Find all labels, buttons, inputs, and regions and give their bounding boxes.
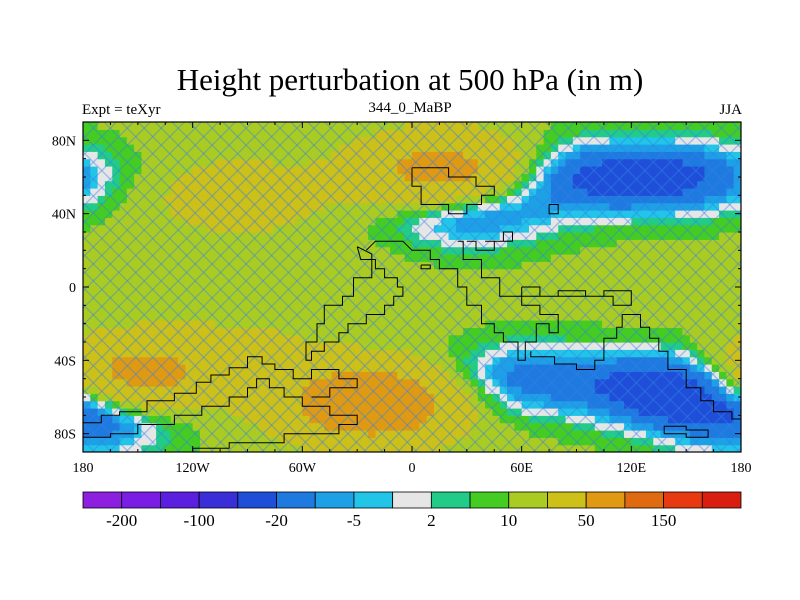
- colorbar-label: -5: [347, 511, 361, 530]
- colorbar-swatch: [160, 491, 200, 509]
- y-tick-label: 40N: [52, 208, 76, 223]
- colorbar-label: 150: [651, 511, 677, 530]
- colorbar-swatch: [508, 491, 548, 509]
- colorbar-swatch: [430, 491, 471, 509]
- coastline: [411, 167, 495, 215]
- right-string: JJA: [719, 102, 742, 118]
- colorbar-swatch: [353, 491, 394, 509]
- coastline: [83, 378, 358, 452]
- colorbar-swatch: [82, 491, 123, 509]
- colorbar-label: 50: [578, 511, 595, 530]
- coastline: [631, 314, 741, 420]
- colorbar-label: -200: [106, 511, 137, 530]
- coastline: [305, 246, 404, 361]
- x-tick-label: 180: [73, 461, 94, 476]
- colorbar: -200 -100 -20 -5 2 10 50 150: [82, 491, 742, 530]
- y-tick-label: 40S: [54, 354, 76, 369]
- colorbar-label: 2: [427, 511, 436, 530]
- x-tick-label: 0: [409, 461, 416, 476]
- x-tick-label: 180: [731, 461, 752, 476]
- colorbar-swatch: [198, 491, 239, 509]
- colorbar-label: 10: [500, 511, 517, 530]
- colorbar-swatch: [314, 491, 355, 509]
- coastline: [83, 356, 358, 424]
- colorbar-label: -100: [184, 511, 215, 530]
- colorbar-swatch: [121, 491, 161, 509]
- coastline: [663, 425, 709, 438]
- center-string: 344_0_MaBP: [368, 100, 452, 116]
- y-tick-label: 80N: [52, 134, 76, 149]
- coastline: [521, 286, 632, 306]
- colorbar-swatch: [585, 491, 626, 509]
- x-tick-label: 60W: [289, 461, 317, 476]
- colorbar-swatch: [237, 491, 277, 509]
- colorbar-swatch: [624, 491, 664, 509]
- colorbar-swatch: [392, 491, 432, 509]
- chart-title: Height perturbation at 500 hPa (in m): [176, 62, 644, 97]
- colorbar-swatch: [276, 491, 316, 509]
- x-tick-label: 120E: [617, 461, 647, 476]
- colorbar-swatch: [663, 491, 703, 509]
- x-tick-label: 60E: [510, 461, 533, 476]
- coastlines: [83, 167, 741, 452]
- coastline: [530, 314, 632, 370]
- left-string: Expt = teXyr: [82, 102, 161, 118]
- y-tick-label: 80S: [54, 428, 76, 443]
- coastline: [420, 264, 431, 270]
- colorbar-swatch: [547, 491, 587, 509]
- coastline: [466, 231, 513, 251]
- x-tick-label: 120W: [176, 461, 211, 476]
- colorbar-swatch: [701, 491, 742, 509]
- coastline: [548, 204, 559, 215]
- x-axis: 180 120W 60W 0 60E 120E 180: [73, 122, 752, 476]
- y-tick-label: 0: [69, 281, 76, 296]
- coastline: [365, 240, 559, 361]
- y-axis: 80N 40N 0 40S 80S: [52, 134, 741, 443]
- colorbar-label: -20: [265, 511, 288, 530]
- colorbar-swatch: [469, 491, 510, 509]
